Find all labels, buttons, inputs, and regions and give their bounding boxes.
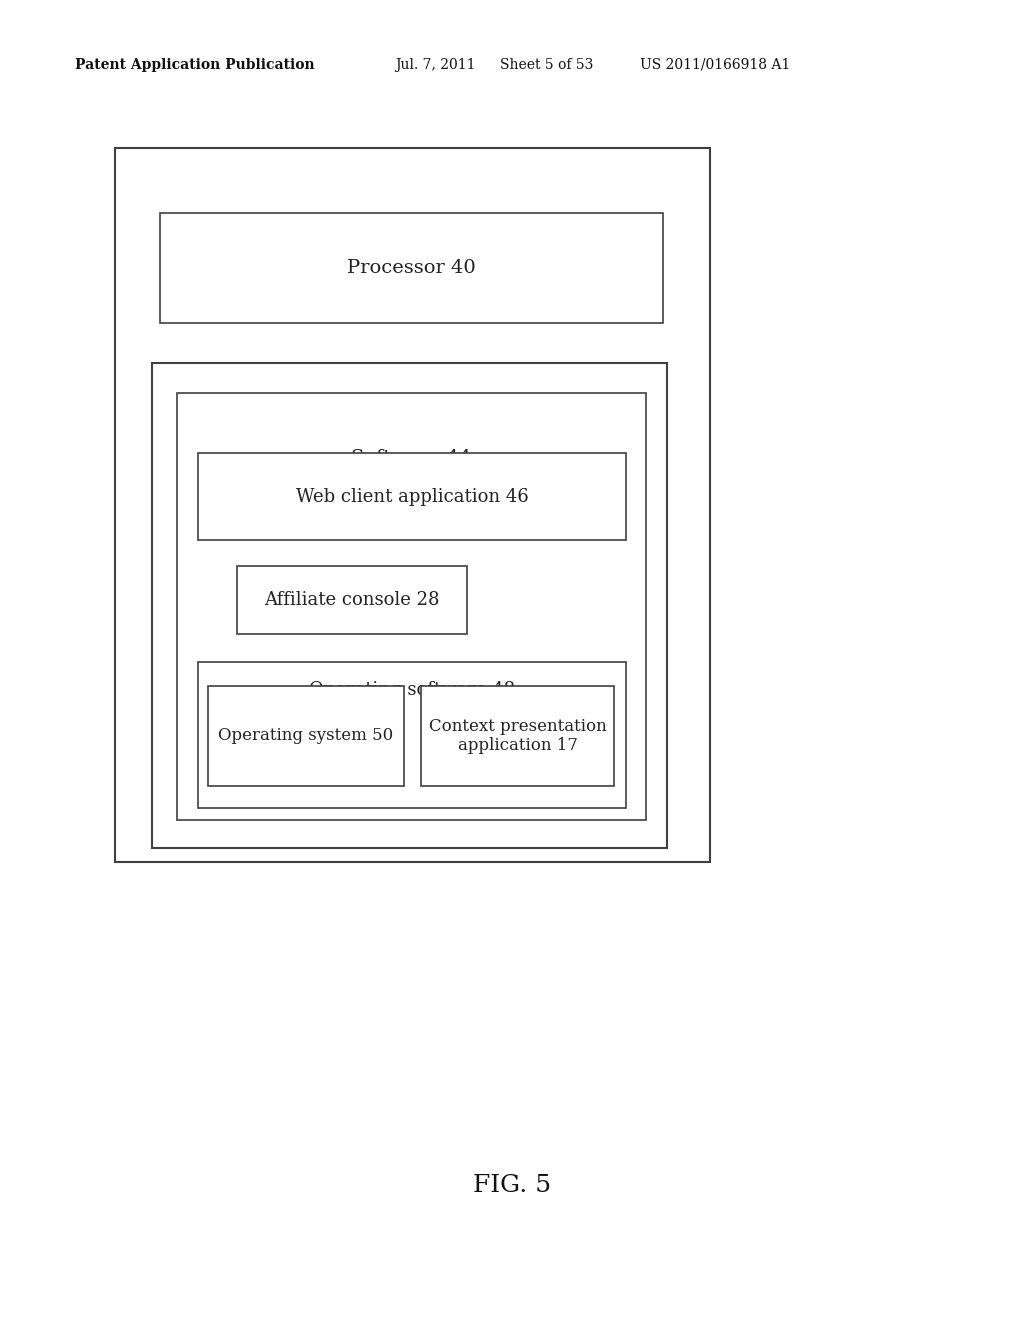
Bar [152, 363, 667, 847]
Text: Patent Application Publication: Patent Application Publication [75, 58, 314, 73]
Bar [198, 663, 626, 808]
Text: Sheet 5 of 53: Sheet 5 of 53 [500, 58, 593, 73]
Text: Memory 42: Memory 42 [353, 426, 466, 444]
Text: Operating system 50: Operating system 50 [218, 727, 393, 744]
Text: Processor 40: Processor 40 [347, 259, 476, 277]
Bar [198, 453, 626, 540]
Text: FIG. 5: FIG. 5 [473, 1173, 551, 1196]
Text: Jul. 7, 2011: Jul. 7, 2011 [395, 58, 475, 73]
Text: Client 26: Client 26 [348, 240, 477, 268]
Text: Web client application 46: Web client application 46 [296, 487, 528, 506]
Text: Affiliate console 28: Affiliate console 28 [264, 591, 439, 609]
Bar [160, 213, 663, 323]
Bar [177, 393, 646, 820]
Text: Software 44: Software 44 [351, 449, 472, 466]
Bar [208, 686, 404, 785]
Text: Context presentation
application 17: Context presentation application 17 [429, 718, 606, 754]
Bar [421, 686, 614, 785]
Text: US 2011/0166918 A1: US 2011/0166918 A1 [640, 58, 791, 73]
Bar [237, 566, 467, 634]
Text: Operating software 48: Operating software 48 [309, 681, 515, 700]
Bar [115, 148, 710, 862]
